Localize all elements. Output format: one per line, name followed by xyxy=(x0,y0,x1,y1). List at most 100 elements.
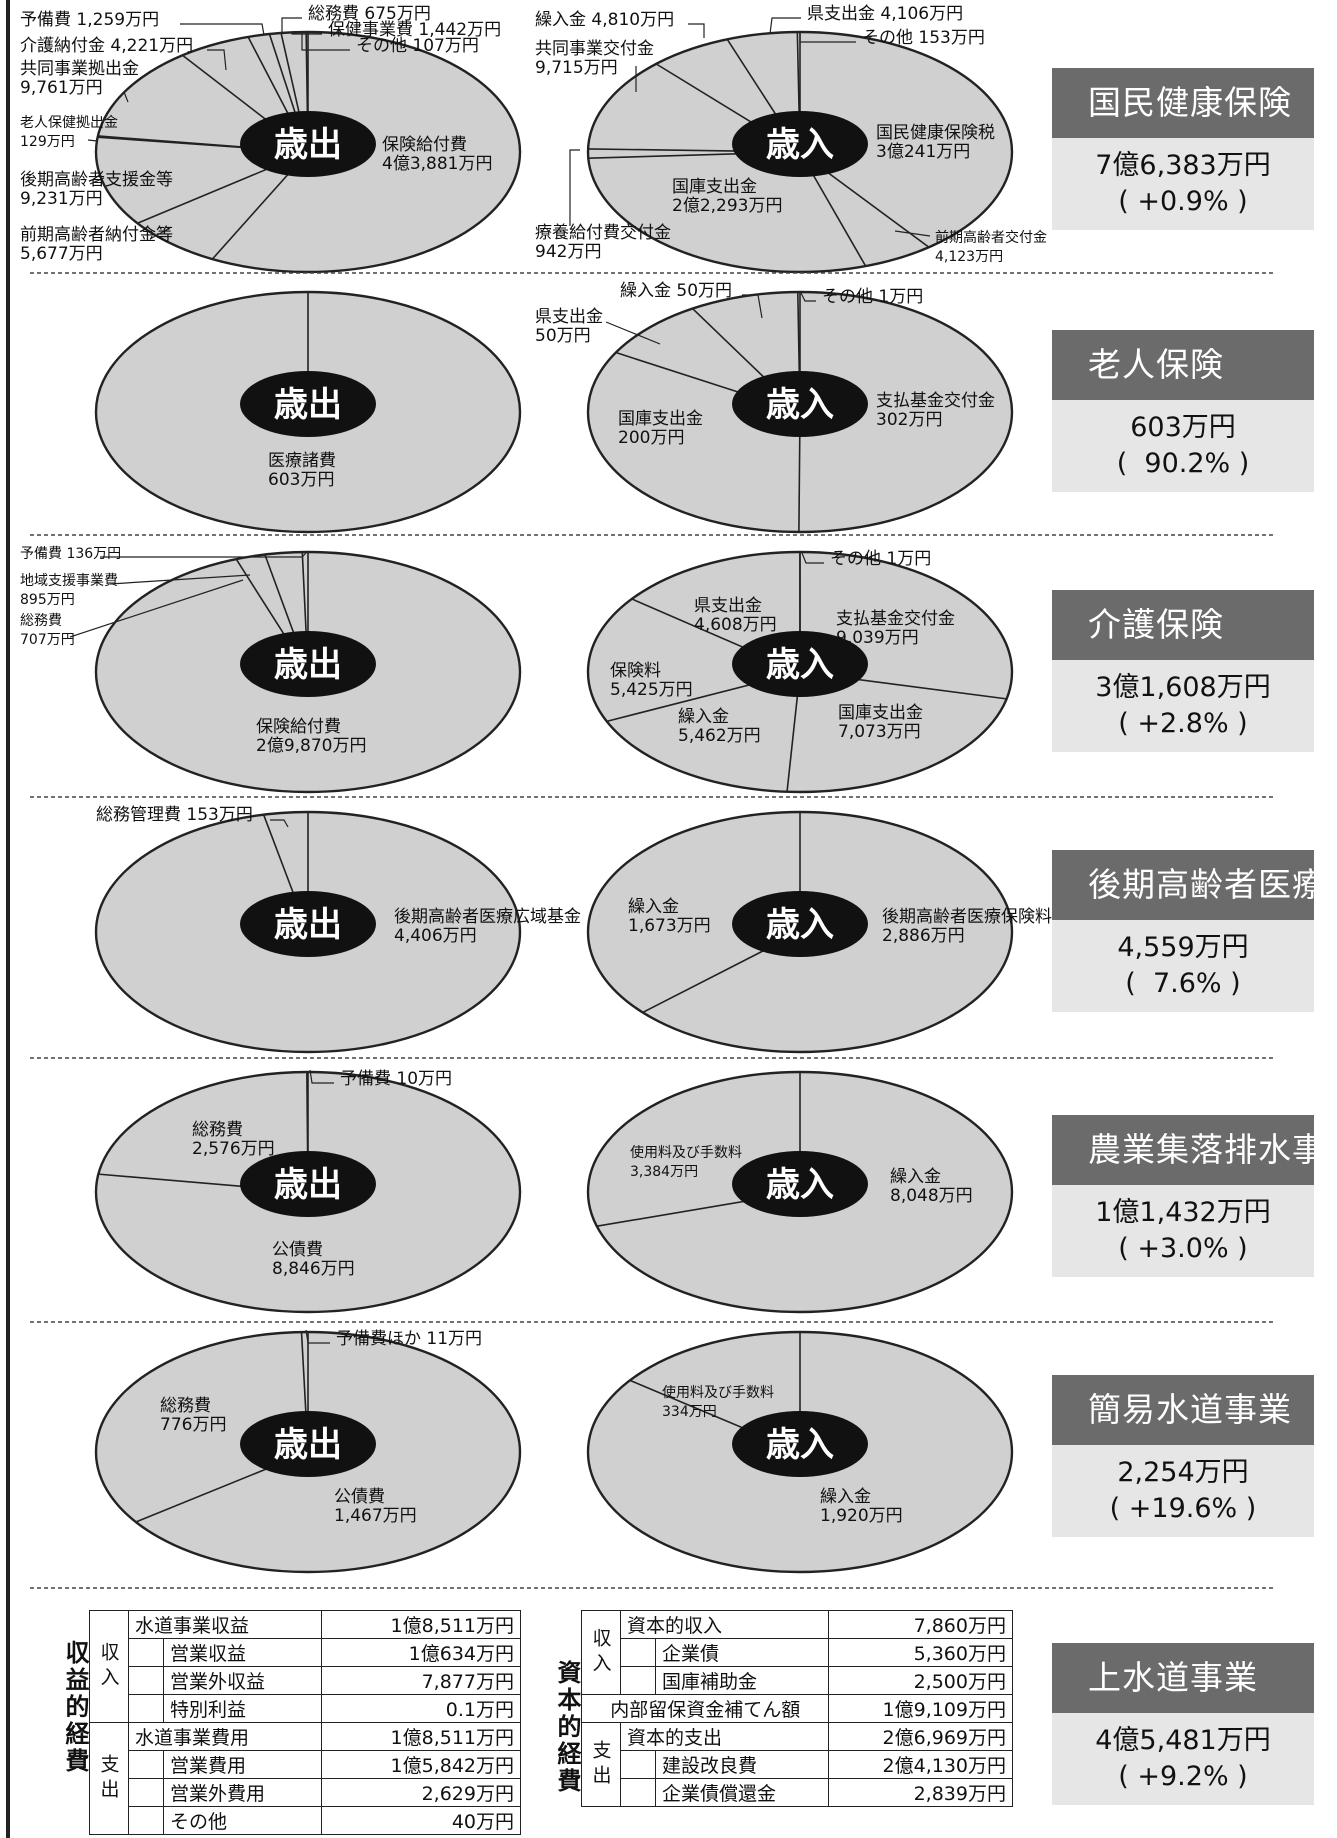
table-cell-label: 内部留保資金補てん額 xyxy=(580,1694,830,1723)
slice-value: 302万円 xyxy=(876,410,942,430)
table-cell-value: 7,877万円 xyxy=(320,1666,522,1695)
slice-label: 療養給付費交付金 xyxy=(535,223,671,243)
slice-label: 保健事業費 1,442万円 xyxy=(328,20,501,40)
slice-label: 国庫支出金 xyxy=(618,409,703,429)
slice-leader-line xyxy=(281,17,302,33)
table-row: 収入 資本的収入 7,860万円 xyxy=(581,1610,1013,1695)
slice-leader-line xyxy=(291,33,322,35)
table-row: 収入 水道事業収益 1億8,511万円 xyxy=(89,1610,522,1723)
table-cell-value: 1億634万円 xyxy=(320,1638,522,1667)
slice-value: 4,123万円 xyxy=(935,249,1003,265)
table-cell-value: 2億6,969万円 xyxy=(828,1722,1013,1751)
slice-value: 7,073万円 xyxy=(838,722,921,742)
table-left: 収入 水道事業収益 1億8,511万円 営業収益 1億634万円 営業外収益 7… xyxy=(89,1610,522,1835)
section-total: 2,254万円 xyxy=(1117,1457,1249,1488)
slice-value: 3,384万円 xyxy=(630,1164,698,1180)
slice-leader-line xyxy=(309,1069,334,1084)
slice-label: 支払基金交付金 xyxy=(836,609,955,629)
table-cell-label: 企業債償還金 xyxy=(654,1778,830,1807)
slice-label: 繰入金 xyxy=(890,1167,941,1187)
pie-center-label: 歳出 xyxy=(274,905,342,945)
table-cell-label: 国庫補助金 xyxy=(654,1666,830,1695)
pie-center-badge xyxy=(240,631,376,697)
slice-leader-line xyxy=(801,552,824,564)
slice-label: 後期高齢者支援金等 xyxy=(20,170,173,190)
pie-center-label: 歳入 xyxy=(766,645,834,685)
section-koki-panel: 後期高齢者医療 4,559万円 ( 7.6% ) xyxy=(1052,850,1314,1012)
table-row: 営業収益 1億634万円 xyxy=(90,1638,522,1667)
table-cell-label: 資本的収入 xyxy=(619,1610,830,1639)
slice-value: 334万円 xyxy=(662,1404,717,1420)
section-total-box: 3億1,608万円 ( +2.8% ) xyxy=(1052,660,1314,752)
pie-center-label: 歳入 xyxy=(766,905,834,945)
section-kaigo-panel: 介護保険 3億1,608万円 ( +2.8% ) xyxy=(1052,590,1314,752)
slice-value: 1,467万円 xyxy=(334,1506,417,1526)
slice-leader-line xyxy=(769,17,801,35)
slice-label: 地域支援事業費 xyxy=(20,573,118,589)
slice-label: その他 107万円 xyxy=(356,36,479,56)
slice-label: 総務管理費 153万円 xyxy=(96,805,253,825)
slice-value: 2億2,293万円 xyxy=(672,196,782,216)
slice-leader-line xyxy=(301,33,350,51)
pie-center-label: 歳出 xyxy=(274,385,342,425)
slice-value: 50万円 xyxy=(535,326,591,346)
slice-label: 共同事業拠出金 xyxy=(20,59,139,79)
slice-label: その他 153万円 xyxy=(862,28,985,48)
section-suido-panel: 簡易水道事業 2,254万円 ( +19.6% ) xyxy=(1052,1375,1314,1537)
pie-center-badge xyxy=(732,891,868,957)
slice-leader-line xyxy=(799,33,856,43)
slice-label: 使用料及び手数料 xyxy=(630,1144,742,1161)
slice-label: 総務費 xyxy=(160,1396,211,1416)
slice-leader-line xyxy=(605,321,661,345)
table-row: 営業費用 1億5,842万円 xyxy=(90,1750,522,1779)
slice-label: 医療諸費 xyxy=(268,451,336,471)
table-row: 支出 資本的支出 2億6,969万円 xyxy=(581,1722,1013,1807)
pie-center-badge xyxy=(240,371,376,437)
section-total-box: 4,559万円 ( 7.6% ) xyxy=(1052,920,1314,1012)
slice-value: 8,048万円 xyxy=(890,1186,973,1206)
table-cell-label: 営業外収益 xyxy=(163,1666,322,1695)
slice-value: 129万円 xyxy=(20,134,75,150)
section-title: 老人保険 xyxy=(1052,330,1314,400)
table-cell-value: 40万円 xyxy=(320,1806,522,1835)
table-cell-value: 0.1万円 xyxy=(320,1694,522,1723)
section-total: 3億1,608万円 xyxy=(1095,672,1271,703)
section-change: ( +2.8% ) xyxy=(1118,708,1248,739)
section-change: ( 7.6% ) xyxy=(1125,968,1241,999)
table-right: 収入 資本的収入 7,860万円 企業債 5,360万円 国庫補助金 2,500… xyxy=(580,1610,1013,1807)
table-cell-label: 水道事業収益 xyxy=(128,1610,322,1639)
slice-label: 保険料 xyxy=(610,661,661,681)
pie-center-badge xyxy=(732,111,868,177)
section-total-box: 603万円 ( 90.2% ) xyxy=(1052,400,1314,492)
table-cell-value: 2,629万円 xyxy=(320,1778,522,1807)
slice-value: 2,886万円 xyxy=(882,926,965,946)
section-kokuho-panel: 国民健康保険 7億6,383万円 ( +0.9% ) xyxy=(1052,68,1314,230)
slice-leader-line xyxy=(305,1329,330,1344)
table-row: 支出 水道事業費用 1億8,511万円 xyxy=(89,1722,522,1835)
slice-value: 9,231万円 xyxy=(20,189,103,209)
table-cell-label: 企業債 xyxy=(654,1638,830,1667)
slice-leader-line xyxy=(742,294,763,319)
section-total: 1億1,432万円 xyxy=(1095,1197,1271,1228)
slice-value: 5,425万円 xyxy=(610,680,693,700)
table-left-group-label: 収益的経費 xyxy=(61,1640,89,1775)
table-cell-value: 5,360万円 xyxy=(828,1638,1013,1667)
table-cell-label: 水道事業費用 xyxy=(128,1722,322,1751)
slice-label: 繰入金 xyxy=(628,897,679,917)
slice-value: 9,761万円 xyxy=(20,78,103,98)
table-cell-label: 営業外費用 xyxy=(163,1778,322,1807)
table-cell-value: 1億9,109万円 xyxy=(828,1694,1013,1723)
slice-value: 707万円 xyxy=(20,632,75,648)
slice-leader-line xyxy=(109,574,251,585)
slice-leader-line xyxy=(180,23,265,36)
section-change: ( 90.2% ) xyxy=(1116,448,1250,479)
slice-value: 4,406万円 xyxy=(394,926,477,946)
table-cell-label: 営業収益 xyxy=(163,1638,322,1667)
slice-label: 支払基金交付金 xyxy=(876,391,995,411)
pie-center-badge xyxy=(732,1411,868,1477)
